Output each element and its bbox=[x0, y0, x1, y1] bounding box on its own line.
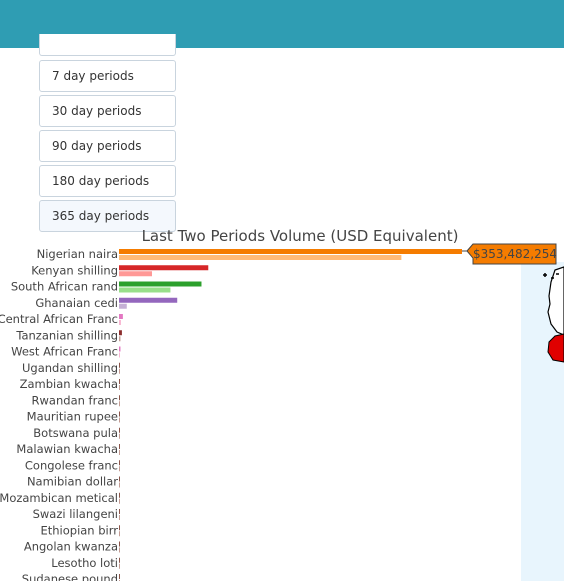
category-label: Angolan kwanza bbox=[24, 540, 118, 554]
bar-previous-8[interactable] bbox=[119, 385, 120, 390]
bar-current-2[interactable] bbox=[119, 281, 202, 287]
bar-previous-10[interactable] bbox=[119, 417, 120, 423]
bar-previous-19[interactable] bbox=[119, 563, 120, 569]
bar-previous-5[interactable] bbox=[119, 336, 121, 342]
period-button-30-day[interactable]: 30 day periods bbox=[39, 95, 176, 127]
category-label: Namibian dollar bbox=[27, 475, 118, 489]
category-label: Mauritian rupee bbox=[27, 410, 118, 424]
bar-previous-11[interactable] bbox=[119, 433, 120, 439]
map-country-highlight[interactable] bbox=[547, 333, 564, 363]
bar-previous-2[interactable] bbox=[119, 287, 171, 293]
bar-current-20[interactable] bbox=[119, 574, 120, 579]
bar-previous-6[interactable] bbox=[119, 352, 120, 358]
category-label: Tanzanian shilling bbox=[15, 328, 118, 342]
bar-current-15[interactable] bbox=[119, 492, 120, 498]
bar-current-13[interactable] bbox=[119, 460, 120, 466]
category-label: Botswana pula bbox=[33, 426, 118, 440]
category-label: Mozambican metical bbox=[0, 491, 118, 505]
map-islands bbox=[543, 273, 559, 279]
category-label: Central African Franc bbox=[0, 312, 118, 326]
hover-label-text: $353,482,254 bbox=[473, 247, 557, 261]
map-country-outline[interactable] bbox=[547, 266, 564, 336]
bar-previous-4[interactable] bbox=[119, 320, 121, 325]
category-label: Nigerian naira bbox=[37, 247, 118, 261]
category-label: Zambian kwacha bbox=[20, 377, 118, 391]
bar-previous-15[interactable] bbox=[119, 498, 120, 504]
category-label: Congolese franc bbox=[25, 458, 118, 472]
category-label: South African rand bbox=[11, 280, 118, 294]
category-label: Ghanaian cedi bbox=[35, 296, 118, 310]
category-label: Malawian kwacha bbox=[16, 442, 118, 456]
bar-previous-7[interactable] bbox=[119, 368, 120, 374]
category-label: Swazi lilangeni bbox=[33, 507, 118, 521]
bar-current-6[interactable] bbox=[119, 346, 121, 352]
category-label: Kenyan shilling bbox=[31, 263, 118, 277]
category-label: West African Franc bbox=[11, 345, 118, 359]
bar-current-14[interactable] bbox=[119, 476, 120, 482]
bar-previous-18[interactable] bbox=[119, 547, 120, 553]
bar-current-9[interactable] bbox=[119, 395, 120, 401]
bar-previous-0[interactable] bbox=[119, 255, 402, 260]
period-button-180-day[interactable]: 180 day periods bbox=[39, 165, 176, 197]
bar-current-5[interactable] bbox=[119, 330, 122, 336]
period-button-7-day[interactable]: 7 day periods bbox=[39, 60, 176, 92]
bar-previous-1[interactable] bbox=[119, 271, 152, 277]
category-label: Rwandan franc bbox=[32, 393, 118, 407]
bar-current-10[interactable] bbox=[119, 411, 120, 417]
bar-current-19[interactable] bbox=[119, 557, 120, 563]
africa-map-panel[interactable] bbox=[521, 262, 564, 581]
bar-current-0[interactable] bbox=[119, 249, 462, 254]
bar-current-18[interactable] bbox=[119, 541, 120, 547]
period-button-365-day[interactable]: 365 day periods bbox=[39, 200, 176, 232]
category-label: Sudanese pound bbox=[22, 572, 118, 581]
bar-current-3[interactable] bbox=[119, 297, 178, 303]
period-button-cut[interactable] bbox=[39, 34, 176, 56]
bar-current-1[interactable] bbox=[119, 265, 209, 271]
bar-current-7[interactable] bbox=[119, 362, 120, 368]
bar-previous-13[interactable] bbox=[119, 466, 120, 472]
bar-current-11[interactable] bbox=[119, 427, 120, 433]
bar-current-12[interactable] bbox=[119, 444, 120, 449]
bar-previous-17[interactable] bbox=[119, 531, 120, 537]
chart-title: Last Two Periods Volume (USD Equivalent) bbox=[142, 227, 459, 245]
category-label: Ethiopian birr bbox=[40, 523, 118, 537]
bar-current-4[interactable] bbox=[119, 314, 123, 319]
bar-current-16[interactable] bbox=[119, 509, 120, 514]
bar-previous-16[interactable] bbox=[119, 515, 120, 520]
africa-map bbox=[543, 266, 564, 363]
period-button-90-day[interactable]: 90 day periods bbox=[39, 130, 176, 162]
bar-previous-14[interactable] bbox=[119, 482, 120, 488]
category-label: Ugandan shilling bbox=[22, 361, 118, 375]
bar-previous-9[interactable] bbox=[119, 401, 120, 407]
bar-previous-12[interactable] bbox=[119, 450, 120, 455]
bar-previous-3[interactable] bbox=[119, 303, 127, 309]
hover-label-box bbox=[466, 243, 557, 265]
bar-current-8[interactable] bbox=[119, 379, 120, 384]
category-label: Lesotho loti bbox=[51, 556, 118, 570]
bar-current-17[interactable] bbox=[119, 525, 120, 531]
